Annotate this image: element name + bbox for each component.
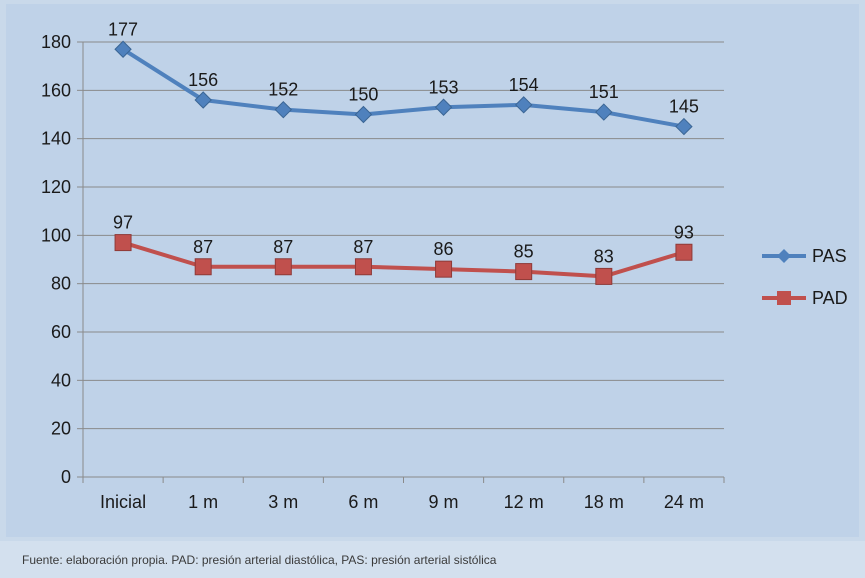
data-label-pas: 177: [108, 19, 138, 39]
x-tick-label: 18 m: [584, 492, 624, 512]
x-tick-label: Inicial: [100, 492, 146, 512]
data-label-pad: 83: [594, 246, 614, 266]
data-label-pas: 145: [669, 97, 699, 117]
y-tick-label: 180: [41, 32, 71, 52]
data-point-pad: [114, 234, 132, 252]
data-point-pad: [675, 243, 693, 261]
data-point-pad: [435, 260, 453, 278]
legend-marker-pad: [777, 291, 791, 305]
series-line-pas: [121, 47, 685, 129]
data-point-pas: [595, 103, 613, 121]
x-tick-label: 12 m: [504, 492, 544, 512]
data-point-pad: [515, 263, 533, 281]
y-tick-label: 0: [61, 467, 71, 487]
y-tick-label: 120: [41, 177, 71, 197]
data-point-pas: [354, 105, 373, 124]
data-label-pas: 152: [268, 80, 298, 100]
data-label-pas: 154: [509, 75, 539, 95]
data-label-pas: 151: [589, 82, 619, 102]
x-tick-label: 3 m: [268, 492, 298, 512]
data-point-pas: [434, 98, 453, 116]
x-tick-label: 6 m: [348, 492, 378, 512]
x-tick-label: 24 m: [664, 492, 704, 512]
data-point-pad: [194, 258, 212, 276]
y-tick-label: 40: [51, 370, 71, 390]
data-label-pas: 153: [429, 77, 459, 97]
data-point-pad: [354, 258, 372, 276]
data-point-pas: [194, 91, 212, 109]
data-point-pas: [514, 96, 533, 114]
figure-caption: Fuente: elaboración propia. PAD: presión…: [22, 553, 497, 567]
legend-label-pas: PAS: [812, 246, 847, 266]
y-tick-label: 160: [41, 80, 71, 100]
y-tick-label: 60: [51, 322, 71, 342]
legend-marker-pas: [777, 249, 791, 263]
data-point-pad: [274, 258, 292, 276]
data-label-pad: 97: [113, 213, 133, 233]
data-label-pas: 150: [348, 85, 378, 105]
y-tick-label: 80: [51, 274, 71, 294]
data-label-pad: 87: [193, 237, 213, 257]
data-label-pad: 87: [273, 237, 293, 257]
data-label-pad: 86: [434, 239, 454, 259]
data-label-pad: 85: [514, 242, 534, 262]
line-chart: 0 20 40 60 80 100 120 140 160 180 Inicial 1 m 3 m 6 m…: [41, 19, 848, 512]
x-tick-label: 9 m: [429, 492, 459, 512]
caption-bar: Fuente: elaboración propia. PAD: presión…: [0, 541, 865, 578]
y-tick-label: 140: [41, 129, 71, 149]
y-tick-label: 20: [51, 419, 71, 439]
data-label-pas: 156: [188, 70, 218, 90]
y-tick-label: 100: [41, 225, 71, 245]
data-point-pas: [675, 117, 693, 136]
x-tick-label: 1 m: [188, 492, 218, 512]
data-point-pad: [595, 267, 613, 285]
data-point-pas: [274, 100, 293, 119]
series-line-pad: [122, 240, 685, 279]
data-point-pas: [114, 40, 132, 58]
data-label-pad: 93: [674, 222, 694, 242]
legend-label-pad: PAD: [812, 288, 848, 308]
data-label-pad: 87: [353, 237, 373, 257]
